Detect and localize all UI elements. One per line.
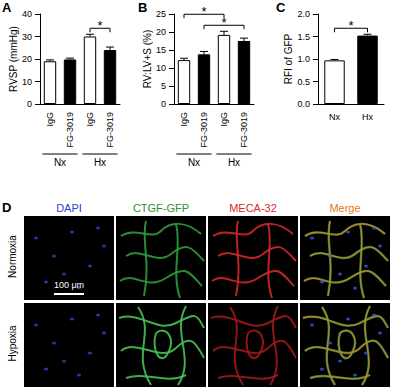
svg-text:5: 5 bbox=[161, 81, 166, 91]
svg-text:Nx: Nx bbox=[188, 157, 200, 168]
html-text:Hypoxia: Hypoxia bbox=[6, 325, 18, 362]
svg-text:20: 20 bbox=[156, 27, 166, 37]
svg-text:FG-3019: FG-3019 bbox=[105, 112, 115, 148]
svg-text:0.0: 0.0 bbox=[297, 99, 310, 109]
svg-text:*: * bbox=[348, 18, 353, 33]
svg-text:0: 0 bbox=[161, 99, 166, 109]
svg-text:0: 0 bbox=[27, 99, 32, 109]
svg-text:C: C bbox=[276, 0, 286, 15]
svg-text:Hx: Hx bbox=[362, 112, 373, 122]
svg-text:RVSP (mmHg): RVSP (mmHg) bbox=[8, 26, 19, 92]
svg-text:15: 15 bbox=[156, 45, 166, 55]
svg-text:FG-3019: FG-3019 bbox=[199, 112, 209, 148]
svg-text:B: B bbox=[138, 0, 147, 15]
html-text:CTGF-GFP: CTGF-GFP bbox=[132, 202, 190, 214]
svg-text:40: 40 bbox=[22, 9, 32, 19]
svg-text:FG-3019: FG-3019 bbox=[65, 112, 75, 148]
svg-text:*: * bbox=[97, 18, 102, 33]
svg-text:25: 25 bbox=[156, 9, 166, 19]
svg-text:IgG: IgG bbox=[219, 112, 229, 127]
svg-text:30: 30 bbox=[22, 32, 32, 42]
svg-text:100 μm: 100 μm bbox=[54, 280, 84, 290]
svg-text:IgG: IgG bbox=[85, 112, 95, 127]
svg-text:1.5: 1.5 bbox=[297, 32, 310, 42]
svg-text:10: 10 bbox=[156, 63, 166, 73]
html-text:Normoxia: Normoxia bbox=[6, 235, 18, 278]
svg-text:Nx: Nx bbox=[329, 112, 340, 122]
svg-text:RFI of GFP: RFI of GFP bbox=[283, 33, 294, 84]
svg-text:20: 20 bbox=[22, 54, 32, 64]
svg-text:IgG: IgG bbox=[45, 112, 55, 127]
svg-text:A: A bbox=[2, 0, 12, 15]
svg-text:RV:LV+S (%): RV:LV+S (%) bbox=[142, 30, 153, 88]
html-text:DAPI: DAPI bbox=[56, 202, 82, 214]
svg-text:10: 10 bbox=[22, 77, 32, 87]
svg-text:IgG: IgG bbox=[179, 112, 189, 127]
svg-text:Hx: Hx bbox=[228, 157, 240, 168]
svg-text:0.5: 0.5 bbox=[297, 77, 310, 87]
svg-text:Hx: Hx bbox=[94, 157, 106, 168]
svg-text:*: * bbox=[201, 4, 206, 19]
html-text:D: D bbox=[2, 200, 12, 215]
svg-text:2.0: 2.0 bbox=[297, 9, 310, 19]
svg-text:1.0: 1.0 bbox=[297, 54, 310, 64]
svg-text:FG-3019: FG-3019 bbox=[239, 112, 249, 148]
html-text:Merge: Merge bbox=[329, 202, 361, 214]
html-text:MECA-32: MECA-32 bbox=[229, 202, 277, 214]
svg-text:Nx: Nx bbox=[54, 157, 66, 168]
